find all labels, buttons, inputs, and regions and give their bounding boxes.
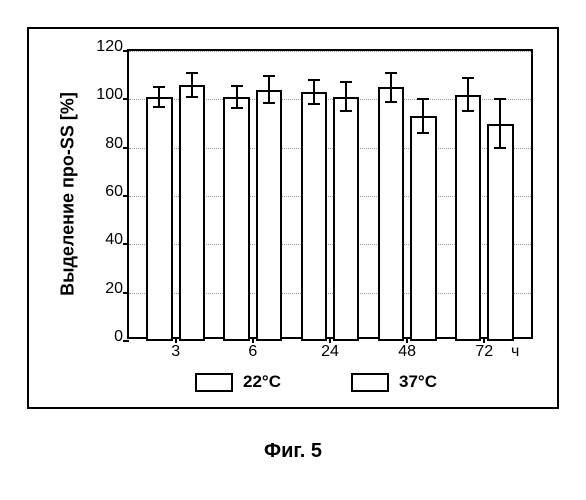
error-cap [494, 98, 506, 100]
ytick-label: 80 [105, 135, 129, 153]
bar [455, 95, 481, 342]
x-units-label: ч [511, 337, 519, 361]
xtick-label: 3 [171, 337, 180, 361]
xtick-label: 72 [475, 337, 493, 361]
bar [179, 85, 205, 341]
legend-swatch-37c [351, 373, 389, 392]
error-bar [191, 73, 193, 97]
ytick-label: 60 [105, 183, 129, 201]
error-cap [385, 101, 397, 103]
error-bar [158, 87, 160, 106]
error-cap [462, 110, 474, 112]
legend-label-37c: 37°C [399, 372, 437, 391]
bar [378, 87, 404, 341]
error-cap [417, 98, 429, 100]
error-bar [345, 82, 347, 111]
error-cap [340, 81, 352, 83]
error-cap [340, 110, 352, 112]
error-cap [231, 107, 243, 109]
error-bar [499, 99, 501, 147]
bar [333, 97, 359, 341]
ytick-label: 40 [105, 231, 129, 249]
xtick-label: 24 [321, 337, 339, 361]
error-cap [308, 103, 320, 105]
error-bar [236, 86, 238, 108]
error-bar [390, 73, 392, 102]
bar [256, 90, 282, 341]
legend-label-22c: 22°C [243, 372, 281, 391]
ytick-label: 20 [105, 280, 129, 298]
legend-swatch-22c [195, 373, 233, 392]
error-cap [462, 77, 474, 79]
error-cap [417, 132, 429, 134]
bar [223, 97, 249, 341]
ytick-label: 120 [96, 38, 129, 56]
error-bar [467, 78, 469, 112]
error-cap [153, 106, 165, 108]
legend-item-22c: 22°C [195, 372, 281, 392]
error-cap [186, 72, 198, 74]
legend-item-37c: 37°C [351, 372, 437, 392]
error-bar [422, 99, 424, 133]
error-cap [231, 85, 243, 87]
gridline [129, 51, 531, 52]
error-cap [186, 96, 198, 98]
error-cap [308, 79, 320, 81]
error-bar [268, 76, 270, 103]
error-cap [263, 102, 275, 104]
error-cap [153, 86, 165, 88]
bar [410, 116, 436, 341]
ytick-label: 0 [114, 328, 129, 346]
bar [301, 92, 327, 341]
figure-caption: Фиг. 5 [0, 440, 586, 463]
error-cap [494, 147, 506, 149]
error-cap [385, 72, 397, 74]
figure: 02040608010012036244872ч Выделение про-S… [0, 0, 586, 500]
ytick-label: 100 [96, 86, 129, 104]
plot-area: 02040608010012036244872ч [127, 49, 533, 339]
y-axis-label: Выделение про-SS [%] [58, 92, 79, 296]
xtick-label: 48 [398, 337, 416, 361]
bar [146, 97, 172, 341]
bar [487, 124, 513, 342]
error-cap [263, 75, 275, 77]
xtick-label: 6 [248, 337, 257, 361]
legend: 22°C 37°C [195, 372, 437, 392]
error-bar [313, 80, 315, 104]
